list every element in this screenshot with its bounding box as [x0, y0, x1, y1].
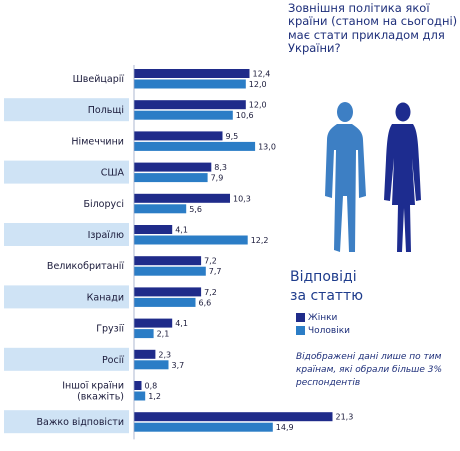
- bar-women: [134, 100, 246, 110]
- category-label: Важко відповісти: [37, 417, 124, 428]
- legend-label-women: Жінки: [308, 312, 338, 323]
- bars: 12,412,012,010,69,513,08,37,910,35,64,11…: [133, 65, 354, 440]
- category-label-box: [4, 98, 129, 122]
- category-labels: Швейцарії Польщі Німеччини США Білорусі Ізраї…: [4, 74, 129, 434]
- bar-women: [134, 162, 212, 172]
- data-label: 14,9: [276, 423, 294, 432]
- category-label: Німеччини: [71, 136, 124, 147]
- data-label: 10,6: [236, 111, 254, 120]
- category-label-box: [4, 285, 129, 309]
- legend-item-men: Чоловіки: [296, 324, 456, 337]
- category-label: Канади: [87, 292, 124, 303]
- data-label: 3,7: [172, 361, 185, 370]
- data-label: 2,1: [157, 330, 170, 339]
- category-label-box: [4, 410, 129, 434]
- category-label: Грузії: [96, 324, 124, 335]
- silhouettes: [325, 102, 421, 252]
- category-label-box: [4, 223, 129, 246]
- data-label: 0,8: [145, 382, 158, 391]
- category-label: Швейцарії: [73, 74, 125, 85]
- legend-swatch-women: [296, 313, 305, 322]
- data-label: 12,0: [249, 101, 267, 110]
- bar-men: [134, 173, 208, 183]
- bar-women: [134, 412, 333, 422]
- data-label: 12,4: [253, 70, 271, 79]
- data-label: 4,1: [175, 226, 188, 235]
- data-label: 21,3: [336, 413, 354, 422]
- bar-men: [134, 297, 196, 307]
- data-label: 7,2: [204, 288, 217, 297]
- bar-women: [134, 318, 173, 328]
- data-label: 12,2: [251, 236, 269, 245]
- data-label: 7,9: [211, 174, 224, 183]
- data-label: 7,2: [204, 257, 217, 266]
- category-label: Великобританії: [47, 261, 124, 272]
- legend-label-men: Чоловіки: [308, 325, 351, 336]
- category-label: Ізраїлю: [88, 230, 124, 241]
- legend-item-women: Жінки: [296, 311, 456, 324]
- data-label: 7,7: [209, 267, 222, 276]
- bar-men: [134, 329, 154, 339]
- bar-women: [134, 381, 142, 390]
- man-silhouette-icon: [325, 102, 366, 252]
- footnote: Відображені дані лише по тим країнам, як…: [296, 352, 443, 388]
- data-label: 8,3: [214, 163, 227, 172]
- data-label: 5,6: [189, 205, 202, 214]
- category-label-box: [4, 160, 129, 184]
- bar-men: [134, 235, 248, 245]
- legend: Жінки Чоловіки: [296, 311, 456, 337]
- category-label: Іншої країни (вкажіть): [62, 381, 124, 403]
- data-label: 2,3: [158, 350, 171, 359]
- data-label: 1,2: [148, 392, 161, 401]
- chart-question: Зовнішня політика якої країни (станом на…: [288, 1, 458, 56]
- bar-men: [134, 422, 273, 432]
- bar-men: [134, 141, 256, 151]
- data-label: 12,0: [249, 80, 267, 89]
- bar-men: [134, 266, 206, 276]
- bar-women: [134, 69, 250, 78]
- bar-women: [134, 131, 223, 141]
- data-label: 9,5: [226, 132, 239, 141]
- data-label: 4,1: [175, 319, 188, 328]
- category-label: Росії: [102, 355, 124, 366]
- bar-men: [134, 360, 169, 370]
- category-label: Польщі: [88, 105, 124, 116]
- legend-swatch-men: [296, 326, 305, 335]
- answers-title-line1: Відповіді: [290, 269, 357, 285]
- data-label: 13,0: [258, 142, 276, 151]
- category-label: Білорусі: [83, 199, 124, 210]
- bar-men: [134, 391, 146, 401]
- category-label-box: [4, 347, 129, 371]
- data-label: 6,6: [199, 298, 212, 307]
- bar-women: [134, 225, 173, 234]
- bar-women: [134, 256, 202, 266]
- answers-title-line2: за статтю: [290, 288, 364, 304]
- category-label: США: [101, 168, 125, 179]
- data-label: 10,3: [233, 194, 251, 203]
- bar-men: [134, 110, 233, 120]
- answers-title: Відповіді за статтю: [290, 268, 460, 306]
- bar-women: [134, 287, 202, 297]
- bar-men: [134, 79, 246, 89]
- bar-women: [134, 349, 156, 359]
- bar-men: [134, 204, 187, 214]
- bar-women: [134, 193, 230, 203]
- woman-silhouette-icon: [384, 102, 421, 252]
